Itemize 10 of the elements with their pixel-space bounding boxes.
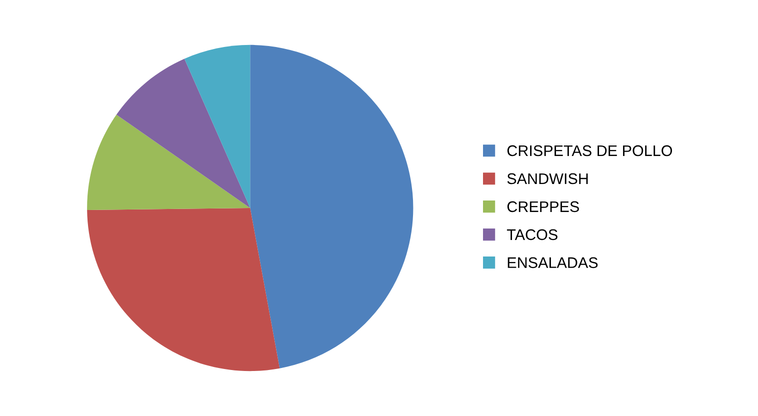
pie-slice <box>116 58 250 208</box>
pie-slice <box>87 114 250 210</box>
legend-label: SANDWISH <box>507 173 588 184</box>
legend-label: TACOS <box>506 229 558 240</box>
pie-slice <box>87 208 280 372</box>
legend-label: ENSALADAS <box>508 257 598 268</box>
pie-slice <box>184 44 250 208</box>
legend-label: CREPPES <box>507 201 579 212</box>
legend-label: CRISPETAS DE POLLO <box>507 145 672 156</box>
pie-slice <box>250 44 414 368</box>
